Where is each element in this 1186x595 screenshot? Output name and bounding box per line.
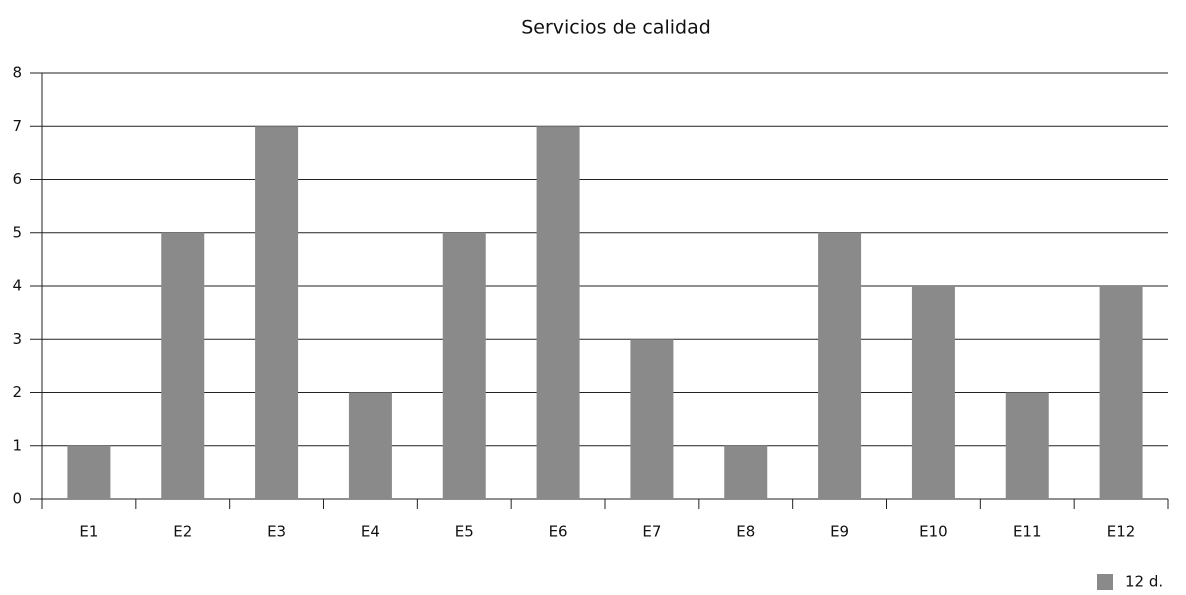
bar [442,232,486,499]
legend-swatch [1097,574,1113,590]
bar [161,232,205,499]
y-tick-label: 2 [12,383,22,401]
bar [911,286,955,499]
x-tick-label: E11 [1013,523,1042,541]
x-tick-label: E7 [642,523,661,541]
y-tick-label: 8 [12,64,22,82]
legend-label: 12 d. [1125,573,1163,591]
x-tick-label: E1 [79,523,98,541]
x-tick-label: E5 [455,523,474,541]
x-tick-label: E3 [267,523,286,541]
bar [348,392,392,499]
x-tick-label: E8 [736,523,755,541]
x-tick-label: E2 [173,523,192,541]
x-tick-label: E4 [361,523,380,541]
y-tick-label: 1 [12,436,22,454]
bar [630,339,674,499]
y-tick-label: 5 [12,223,22,241]
bar [818,232,862,499]
bar [536,126,580,499]
bar [1005,392,1049,499]
chart-title: Servicios de calidad [521,17,711,39]
x-tick-label: E10 [919,523,948,541]
y-tick-label: 6 [12,170,22,188]
y-tick-label: 4 [12,277,22,295]
x-tick-label: E6 [549,523,568,541]
bar [67,445,111,499]
bar [255,126,299,499]
bar [1099,286,1143,499]
bar [724,445,768,499]
y-tick-label: 3 [12,330,22,348]
x-tick-label: E12 [1107,523,1136,541]
x-tick-label: E9 [830,523,849,541]
y-tick-label: 0 [12,490,22,508]
y-tick-label: 7 [12,117,22,135]
